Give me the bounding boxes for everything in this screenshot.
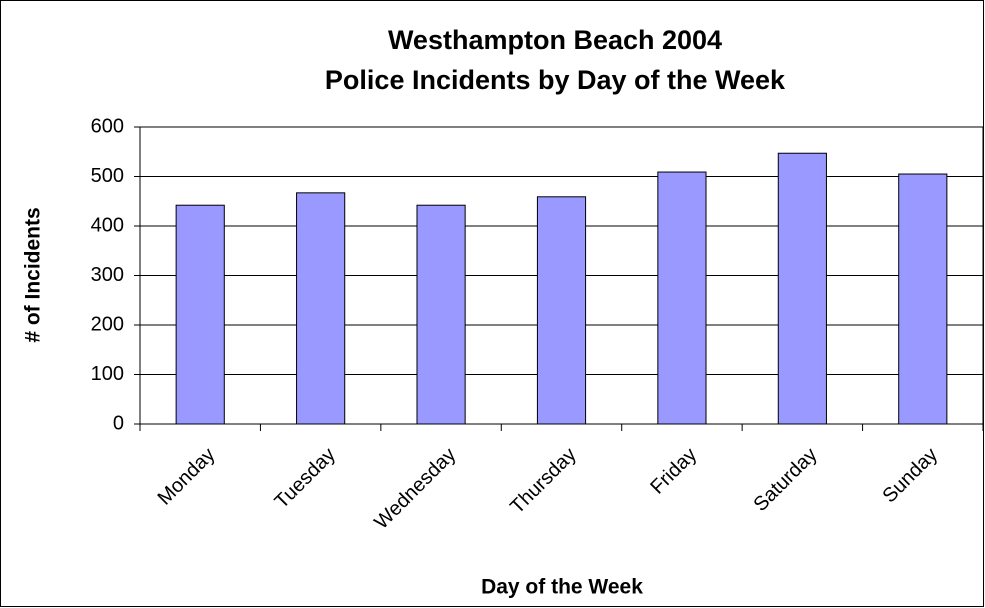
y-tick-label: 0 <box>113 412 124 434</box>
y-axis-title: # of Incidents <box>22 207 45 342</box>
bar <box>175 204 225 425</box>
chart-title: Westhampton Beach 2004 <box>388 25 722 55</box>
y-tick-label: 100 <box>91 363 124 385</box>
bar <box>898 173 948 425</box>
bar <box>536 196 587 425</box>
y-tick-label: 600 <box>91 115 124 137</box>
bar <box>296 192 346 425</box>
y-tick-label: 300 <box>91 264 124 286</box>
bar <box>777 152 827 425</box>
y-tick-label: 500 <box>91 165 124 187</box>
bar <box>416 204 466 425</box>
chart-title: Police Incidents by Day of the Week <box>325 65 786 95</box>
bar <box>657 171 707 425</box>
y-tick-label: 200 <box>91 313 124 335</box>
y-tick-label: 400 <box>91 214 124 236</box>
x-axis-title: Day of the Week <box>481 576 643 599</box>
